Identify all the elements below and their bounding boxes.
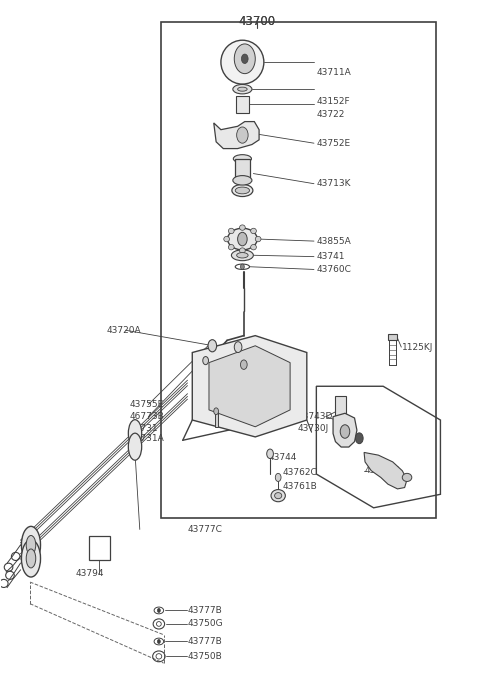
Ellipse shape	[233, 155, 252, 163]
Circle shape	[237, 127, 248, 143]
Circle shape	[214, 408, 218, 415]
Text: 43744: 43744	[269, 453, 297, 462]
Text: 43730J: 43730J	[297, 424, 328, 433]
Ellipse shape	[251, 245, 256, 250]
Ellipse shape	[128, 420, 142, 447]
Circle shape	[234, 342, 242, 353]
Ellipse shape	[221, 40, 264, 84]
Text: 43755E: 43755E	[129, 400, 164, 409]
Circle shape	[240, 360, 247, 370]
Text: 43855A: 43855A	[316, 237, 351, 245]
Circle shape	[234, 44, 255, 74]
Text: 43750B: 43750B	[188, 652, 222, 661]
Text: 43752E: 43752E	[316, 139, 350, 148]
Text: 1431AW: 1431AW	[245, 400, 282, 409]
Text: 43713K: 43713K	[316, 179, 351, 188]
Bar	[388, 334, 397, 340]
Bar	[215, 412, 217, 426]
Ellipse shape	[251, 228, 256, 234]
Bar	[336, 397, 346, 417]
Circle shape	[356, 433, 363, 443]
Polygon shape	[333, 414, 357, 447]
Circle shape	[276, 473, 281, 481]
Text: 43777C: 43777C	[188, 525, 222, 534]
Circle shape	[157, 639, 160, 643]
Circle shape	[208, 340, 216, 352]
Ellipse shape	[237, 253, 248, 258]
Circle shape	[241, 54, 248, 64]
Text: 46773B: 46773B	[129, 412, 164, 421]
Text: 43761B: 43761B	[283, 481, 318, 491]
Ellipse shape	[26, 536, 36, 555]
Ellipse shape	[22, 526, 40, 563]
Polygon shape	[364, 452, 407, 489]
Text: 43777B: 43777B	[188, 637, 222, 646]
Ellipse shape	[240, 225, 245, 231]
Text: 43700: 43700	[238, 15, 275, 28]
Ellipse shape	[228, 228, 234, 234]
Ellipse shape	[228, 245, 234, 250]
Ellipse shape	[233, 176, 252, 185]
Circle shape	[267, 449, 274, 458]
Text: 43757C: 43757C	[364, 466, 399, 475]
Ellipse shape	[232, 184, 253, 197]
Text: 43731A: 43731A	[129, 435, 164, 443]
Ellipse shape	[238, 87, 247, 92]
Circle shape	[240, 264, 244, 269]
Bar	[236, 96, 249, 113]
Ellipse shape	[22, 540, 40, 577]
Text: 1125KJ: 1125KJ	[402, 342, 433, 352]
Text: 43722: 43722	[316, 110, 345, 119]
Ellipse shape	[235, 187, 250, 194]
Ellipse shape	[271, 490, 285, 502]
Ellipse shape	[255, 237, 261, 242]
Text: 43700: 43700	[238, 15, 275, 28]
Bar	[89, 536, 110, 561]
Circle shape	[203, 357, 208, 365]
Text: 43762C: 43762C	[283, 468, 318, 477]
Ellipse shape	[275, 493, 282, 499]
Text: 43152F: 43152F	[316, 97, 350, 106]
Polygon shape	[214, 121, 259, 148]
Circle shape	[238, 233, 247, 246]
Ellipse shape	[228, 228, 257, 250]
Ellipse shape	[26, 549, 36, 568]
Ellipse shape	[231, 250, 253, 260]
Text: 43743D: 43743D	[297, 412, 333, 421]
Ellipse shape	[128, 433, 142, 460]
Text: 43711A: 43711A	[316, 68, 351, 77]
Text: 43794: 43794	[75, 570, 104, 578]
Bar	[161, 22, 436, 518]
Text: 43731: 43731	[129, 424, 158, 433]
Circle shape	[237, 355, 251, 374]
Text: 43741: 43741	[316, 252, 345, 261]
Ellipse shape	[240, 248, 245, 254]
Ellipse shape	[233, 85, 252, 94]
Bar	[235, 159, 250, 180]
Ellipse shape	[402, 473, 412, 481]
Text: 43720A: 43720A	[107, 325, 141, 335]
Circle shape	[157, 608, 160, 612]
Text: 43777B: 43777B	[188, 606, 222, 615]
Text: 43760C: 43760C	[316, 265, 351, 274]
Circle shape	[340, 424, 350, 438]
Polygon shape	[192, 336, 307, 437]
Polygon shape	[209, 346, 290, 426]
Ellipse shape	[224, 237, 229, 242]
Text: 43750G: 43750G	[188, 620, 223, 629]
